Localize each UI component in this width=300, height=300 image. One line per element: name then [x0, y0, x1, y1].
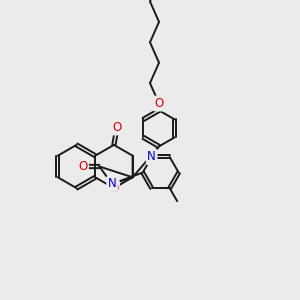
Text: O: O	[109, 182, 119, 195]
Text: N: N	[147, 151, 156, 164]
Text: N: N	[108, 178, 116, 190]
Text: O: O	[78, 160, 88, 173]
Text: O: O	[154, 97, 164, 110]
Text: O: O	[112, 121, 122, 134]
